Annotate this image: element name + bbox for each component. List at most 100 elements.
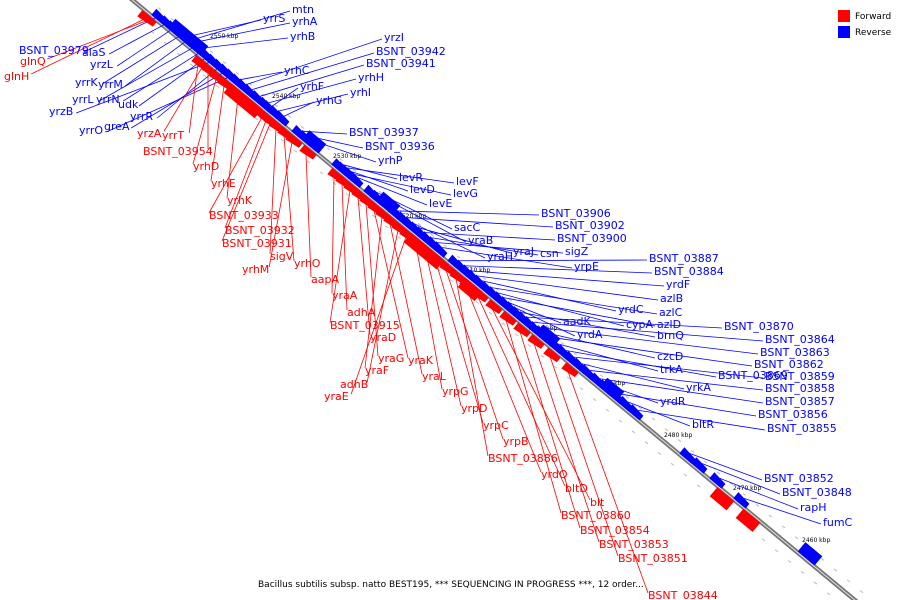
label-leader-levf xyxy=(345,167,455,184)
label-leader-bltr xyxy=(627,401,691,427)
gene-arrow-aapa[interactable] xyxy=(299,144,317,160)
label-leader-bsnt-03915 xyxy=(329,190,351,324)
gene-arrow-leve[interactable] xyxy=(347,171,364,188)
gene-block[interactable] xyxy=(419,246,445,270)
gene-arrow-bsnt-03855[interactable] xyxy=(627,404,644,421)
gene-label-yral: yraL xyxy=(422,370,447,383)
gene-label-bsnt-03864: BSNT_03864 xyxy=(765,333,835,346)
gene-arrow-bsnt-03854[interactable] xyxy=(513,322,531,338)
label-leader-bsnt-03941 xyxy=(259,64,365,97)
label-leader-yrpc xyxy=(435,261,484,424)
gene-label-bsnt-03862: BSNT_03862 xyxy=(754,358,824,371)
gene-label-azlb: azlB xyxy=(660,292,683,305)
gene-arrow-bsnt-03851[interactable] xyxy=(543,347,561,363)
tick-mark xyxy=(560,341,565,345)
gene-label-levd: levD xyxy=(410,183,435,196)
gene-label-glnq: glnQ xyxy=(20,55,46,68)
gene-arrow-yrpe[interactable] xyxy=(431,241,448,258)
gene-label-yrpb: yrpB xyxy=(503,435,529,448)
gene-arrow-blt[interactable] xyxy=(485,299,503,314)
gene-label-bsnt-03979: BSNT_03979 xyxy=(19,44,89,57)
tick-mark xyxy=(501,322,506,326)
tick-mark xyxy=(157,7,162,11)
label-leader-yrrt xyxy=(188,64,199,134)
tick-mark xyxy=(209,50,214,54)
label-leader-yrzb xyxy=(76,59,217,114)
gene-block[interactable] xyxy=(535,324,561,348)
label-leader-bsnt-03942 xyxy=(251,52,375,91)
gene-label-yrpd: yrpD xyxy=(461,402,488,415)
gene-block[interactable] xyxy=(709,487,735,511)
gene-label-bsnt-03852: BSNT_03852 xyxy=(764,472,834,485)
gene-label-aadk: aadK xyxy=(563,315,591,328)
gene-block[interactable] xyxy=(599,377,625,401)
gene-block[interactable] xyxy=(237,95,263,119)
tick-mark xyxy=(625,395,630,399)
label-leader-yrrm xyxy=(124,37,191,87)
gene-arrow-fumc[interactable] xyxy=(733,492,750,509)
label-leader-yraa xyxy=(331,177,335,294)
gene-label-yrhf: yrhF xyxy=(300,80,324,93)
tick-mark xyxy=(527,344,532,347)
gene-arrow-yrhm[interactable] xyxy=(285,133,303,148)
label-leader-yrzl xyxy=(116,26,177,67)
gene-block[interactable] xyxy=(457,277,483,302)
gene-block[interactable] xyxy=(183,32,209,56)
reverse-gene-arrows xyxy=(151,8,823,566)
gene-arrow-raph[interactable] xyxy=(709,472,726,489)
gene-label-yraf: yraF xyxy=(365,364,389,377)
label-leader-alas xyxy=(109,21,171,55)
label-leader-yrpb xyxy=(445,270,504,440)
gene-arrow-glnh[interactable] xyxy=(137,10,155,25)
gene-block[interactable] xyxy=(167,18,193,43)
gene-label-yrza: yrzA xyxy=(137,127,162,140)
label-leader-bsnt-03855 xyxy=(637,409,766,431)
reverse-label-lines xyxy=(76,10,822,525)
gene-block[interactable] xyxy=(403,232,429,257)
gene-arrow-yrhg[interactable] xyxy=(273,110,290,127)
gene-label-czcd: czcD xyxy=(657,350,683,363)
label-leader-yrpd xyxy=(425,253,462,407)
gene-label-raph: rapH xyxy=(800,501,827,514)
tick-mark xyxy=(540,354,545,358)
tick-mark xyxy=(482,277,487,280)
gene-block[interactable] xyxy=(375,191,401,215)
gene-label-cypa: cypA xyxy=(626,318,654,331)
gene-label-grea: greA xyxy=(104,120,130,133)
gene-label-yrhp: yrhP xyxy=(378,154,403,167)
gene-arrow-bsnt-03848[interactable] xyxy=(691,457,708,474)
label-leader-fumc xyxy=(743,497,822,525)
gene-label-adhb: adhB xyxy=(340,378,368,391)
gene-label-yraa: yraA xyxy=(332,289,358,302)
tick-mark xyxy=(638,406,643,410)
legend-swatch-forward xyxy=(838,10,850,22)
label-leader-bsnt-03844 xyxy=(567,371,649,594)
tick-mark xyxy=(573,352,578,356)
tick-mark xyxy=(787,560,792,563)
gene-block[interactable] xyxy=(301,130,327,154)
gene-arrow-bsnt-03852[interactable] xyxy=(679,447,696,464)
gene-arrow-bsnt-03844[interactable] xyxy=(561,362,579,378)
gene-label-yrhi: yrhI xyxy=(350,86,371,99)
label-leader-yrhb xyxy=(201,37,289,49)
label-leader-bsnt-03931 xyxy=(221,123,271,242)
legend-label-reverse: Reverse xyxy=(855,28,892,38)
gene-label-yrad: yraD xyxy=(370,331,396,344)
label-leader-yrrn xyxy=(122,49,205,102)
gene-block[interactable] xyxy=(735,508,761,532)
label-leader-yrad xyxy=(357,197,371,336)
kbp-tick-label: 2510 kbp xyxy=(462,267,490,274)
gene-arrow-bsnt-03860[interactable] xyxy=(499,310,517,326)
tick-mark xyxy=(358,203,363,207)
gene-block[interactable] xyxy=(797,542,823,566)
gene-label-levg: levG xyxy=(453,187,478,200)
label-leader-adhb xyxy=(366,230,399,383)
label-leader-bsnt-03863 xyxy=(537,326,759,355)
gene-label-yrhg: yrhG xyxy=(316,94,342,107)
gene-label-yrzb: yrzB xyxy=(49,105,73,118)
label-leader-bsnt-03864 xyxy=(531,321,764,342)
tick-mark xyxy=(846,579,851,583)
gene-arrow-bsnt-03853[interactable] xyxy=(527,334,545,349)
